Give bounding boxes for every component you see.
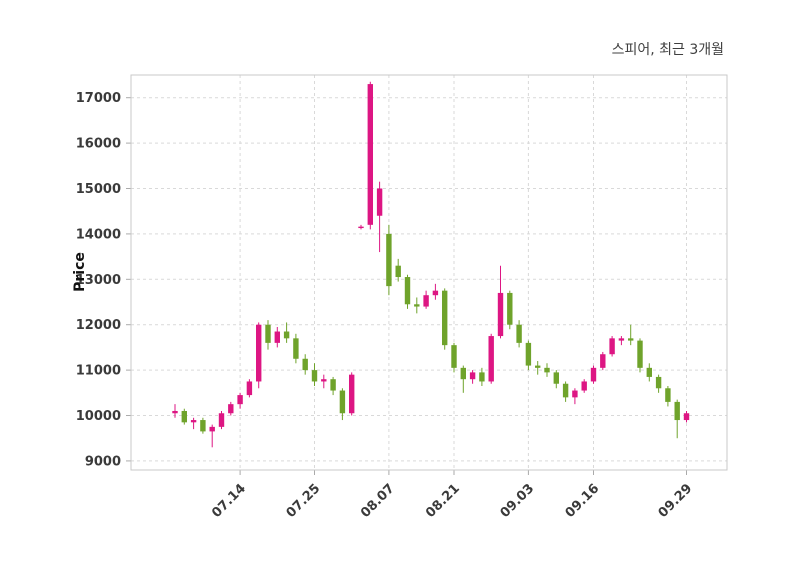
- y-tick-label: 14000: [76, 227, 121, 242]
- candle-body: [497, 292, 504, 337]
- candle-body: [395, 265, 401, 278]
- candle-body: [590, 367, 597, 382]
- y-tick-label: 15000: [76, 182, 121, 197]
- candle-body: [293, 338, 299, 359]
- candle-body: [228, 404, 234, 414]
- candle-body: [218, 413, 225, 427]
- candle-body: [172, 410, 178, 414]
- candle-body: [469, 372, 476, 380]
- candle-body: [451, 345, 457, 368]
- x-tick-label: 09.29: [656, 481, 696, 521]
- candle-body: [544, 367, 550, 373]
- candle-body: [302, 358, 308, 371]
- candle-body: [507, 292, 513, 325]
- plot-border: [130, 74, 728, 471]
- candle-body: [200, 420, 206, 432]
- candle-body: [414, 304, 420, 307]
- candle-body: [618, 338, 625, 341]
- candle-body: [349, 374, 355, 414]
- y-tick-label: 11000: [76, 364, 121, 379]
- candle-body: [265, 324, 271, 343]
- x-tick-label: 08.07: [358, 481, 398, 521]
- candle-body: [246, 381, 253, 396]
- candle-body: [237, 395, 243, 405]
- y-tick-label: 12000: [76, 318, 121, 333]
- x-tick-label: 09.16: [563, 481, 603, 521]
- y-tick-label: 10000: [76, 409, 121, 424]
- candle-body: [572, 390, 578, 398]
- candle-body: [339, 390, 346, 414]
- candle-body: [488, 336, 494, 382]
- candle-body: [535, 365, 541, 368]
- candle-body: [479, 372, 485, 382]
- candle-body: [600, 354, 606, 368]
- candle-body: [646, 367, 652, 377]
- x-tick-label: 07.25: [284, 481, 324, 521]
- candle-body: [665, 388, 671, 402]
- candle-body: [562, 383, 569, 398]
- candle-body: [432, 290, 439, 296]
- candle-body: [367, 84, 373, 225]
- candle-body: [525, 342, 532, 366]
- candle-body: [683, 413, 690, 421]
- x-tick-label: 07.14: [209, 481, 249, 521]
- candle-body: [581, 381, 587, 391]
- y-tick-label: 13000: [76, 273, 121, 288]
- candle-body: [311, 370, 318, 382]
- y-tick-label: 9000: [85, 454, 121, 469]
- candle-body: [209, 426, 215, 432]
- candle-body: [404, 277, 411, 305]
- candle-body: [181, 410, 187, 423]
- candle-body: [423, 295, 429, 307]
- candle-body: [442, 290, 448, 346]
- candle-body: [256, 324, 262, 382]
- y-tick-label: 16000: [76, 137, 121, 152]
- candle-body: [628, 338, 634, 341]
- candle-body: [674, 401, 680, 421]
- candle-body: [386, 233, 392, 287]
- y-tick-label: 17000: [76, 91, 121, 106]
- candle-body: [460, 367, 466, 380]
- candle-body: [274, 331, 280, 343]
- x-tick-label: 08.21: [423, 481, 463, 521]
- candle-body: [358, 226, 364, 229]
- candle-body: [637, 340, 643, 368]
- candle-body: [321, 379, 327, 382]
- y-axis-label: Price: [72, 252, 88, 292]
- candle-body: [516, 324, 522, 343]
- candle-body: [609, 338, 615, 355]
- candle-body: [283, 331, 290, 339]
- chart-title: 스피어, 최근 3개월: [612, 42, 724, 58]
- candle-body: [330, 379, 336, 391]
- candle-body: [655, 376, 662, 389]
- candle-body: [190, 420, 197, 423]
- candle-body: [376, 188, 383, 216]
- x-tick-label: 09.03: [498, 481, 538, 521]
- candle-body: [553, 372, 559, 384]
